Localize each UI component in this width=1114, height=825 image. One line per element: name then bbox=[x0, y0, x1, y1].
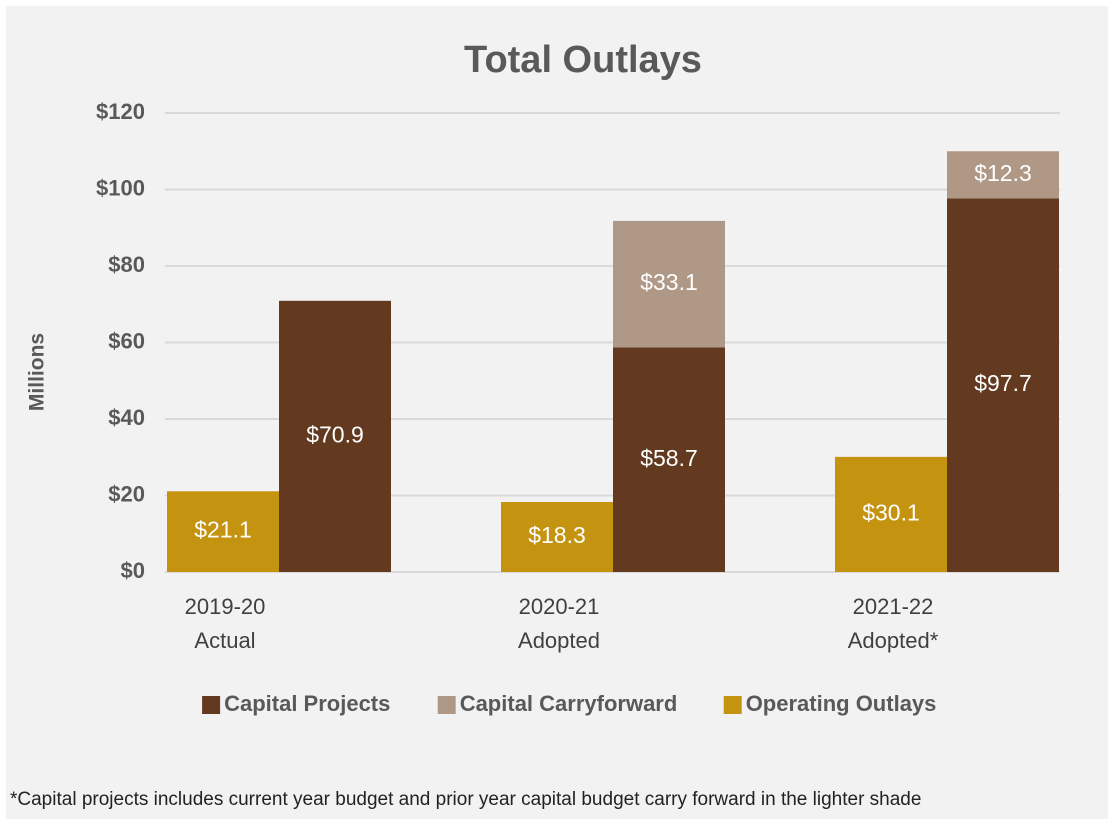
bar-segment bbox=[613, 220, 725, 348]
data-label: $21.1 bbox=[194, 517, 252, 543]
chart-background bbox=[6, 6, 1108, 819]
y-tick-label: $40 bbox=[108, 405, 145, 430]
y-axis-label: Millions bbox=[26, 333, 49, 411]
chart-title: Total Outlays bbox=[464, 39, 702, 81]
y-tick-label: $20 bbox=[108, 481, 145, 506]
data-label: $30.1 bbox=[862, 500, 920, 526]
x-tick-label: Adopted* bbox=[848, 628, 939, 653]
bar-segment bbox=[279, 300, 391, 572]
footnote: *Capital projects includes current year … bbox=[10, 789, 921, 810]
legend-swatch bbox=[437, 696, 456, 714]
y-tick-label: $60 bbox=[108, 328, 145, 353]
legend-swatch bbox=[723, 696, 742, 714]
bar-segment bbox=[947, 198, 1059, 573]
data-label: $97.7 bbox=[974, 370, 1032, 396]
bar-segment bbox=[501, 502, 613, 572]
x-tick-label: 2019-20 bbox=[185, 594, 266, 619]
data-label: $33.1 bbox=[640, 269, 698, 295]
bar-segment bbox=[835, 456, 947, 572]
y-tick-label: $80 bbox=[108, 252, 145, 277]
bar-segment bbox=[947, 151, 1059, 199]
legend-label: Operating Outlays bbox=[746, 691, 937, 716]
y-tick-label: $120 bbox=[96, 99, 145, 124]
x-tick-label: 2021-22 bbox=[853, 594, 934, 619]
legend-swatch bbox=[202, 696, 221, 714]
bar-segment bbox=[167, 491, 279, 572]
legend-label: Capital Carryforward bbox=[460, 691, 678, 716]
x-tick-label: 2020-21 bbox=[519, 594, 600, 619]
bar-segment bbox=[613, 347, 725, 572]
y-tick-label: $100 bbox=[96, 175, 145, 200]
data-label: $18.3 bbox=[528, 522, 586, 548]
data-label: $12.3 bbox=[974, 160, 1032, 186]
y-tick-label: $0 bbox=[121, 558, 145, 583]
legend-label: Capital Projects bbox=[224, 691, 390, 716]
data-label: $58.7 bbox=[640, 445, 698, 471]
data-label: $70.9 bbox=[306, 421, 364, 447]
x-tick-label: Adopted bbox=[518, 628, 600, 653]
x-tick-label: Actual bbox=[194, 628, 255, 653]
